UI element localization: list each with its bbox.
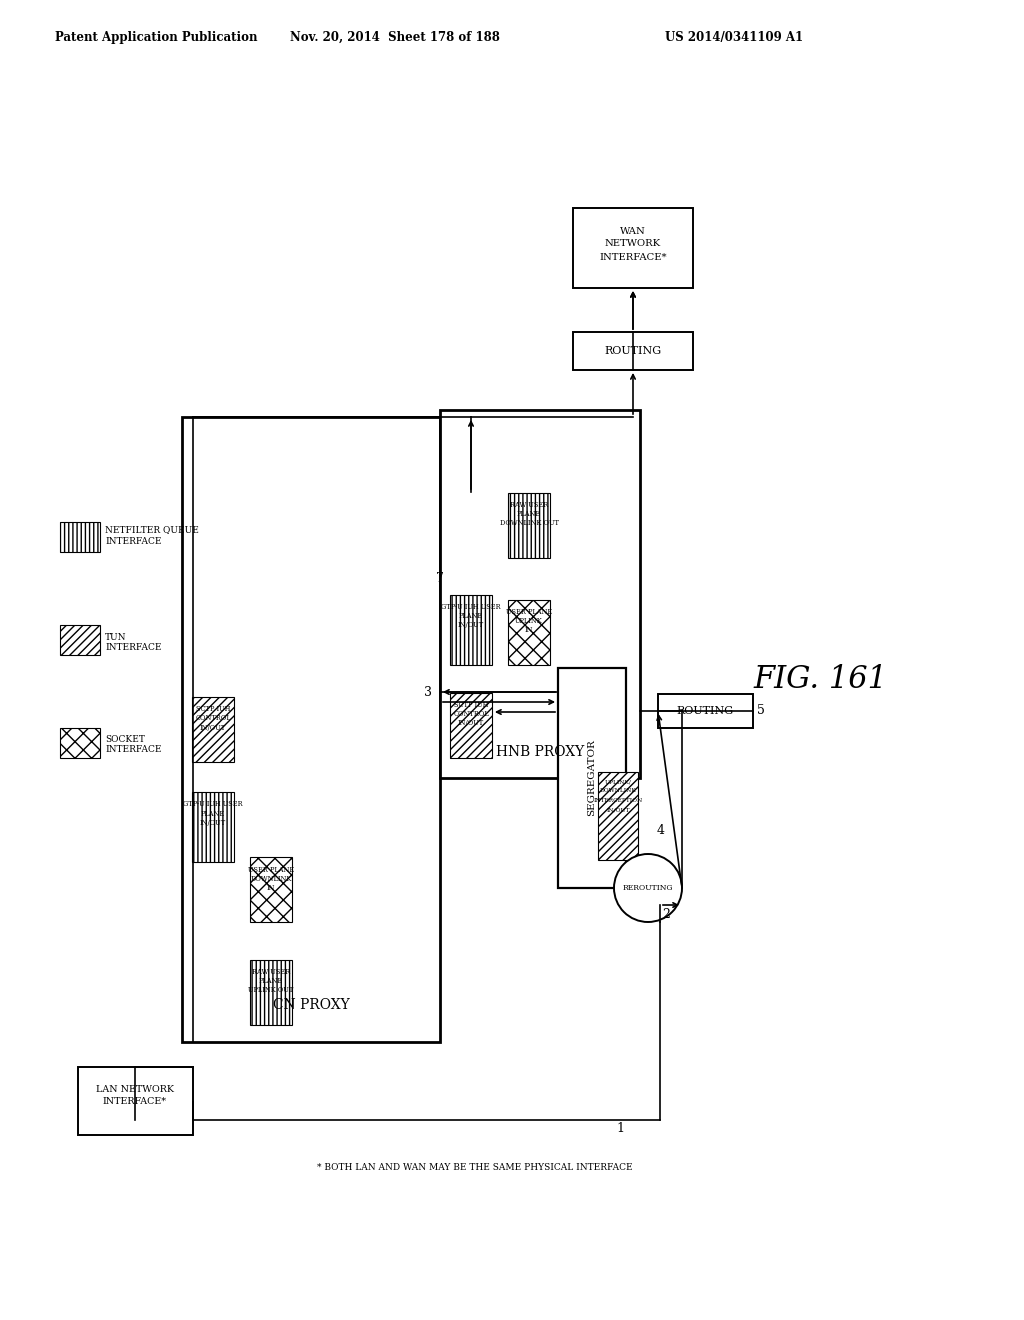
Text: IN/OUT: IN/OUT (200, 723, 226, 733)
Text: 1: 1 (616, 1122, 624, 1134)
Bar (193, 697, 234, 762)
Text: INTERCEPTION: INTERCEPTION (593, 799, 643, 804)
Text: CN PROXY: CN PROXY (272, 998, 349, 1012)
Bar (60, 624, 100, 655)
Text: DOWNLINK: DOWNLINK (250, 875, 292, 883)
Text: USER PLANE: USER PLANE (506, 609, 552, 616)
Text: NETFILTER QUEUE: NETFILTER QUEUE (105, 525, 199, 535)
Bar (440, 411, 640, 777)
Text: TUN: TUN (105, 632, 127, 642)
Text: SOCKET: SOCKET (105, 735, 144, 744)
Text: GTP-U IUH USER: GTP-U IUH USER (441, 603, 501, 611)
Text: INTERFACE: INTERFACE (105, 643, 162, 652)
Bar (450, 693, 492, 758)
Text: NETWORK: NETWORK (605, 239, 662, 248)
Bar (78, 1067, 193, 1135)
Text: INTERFACE*: INTERFACE* (599, 253, 667, 263)
Text: REROUTING: REROUTING (623, 884, 673, 892)
Text: CONTROL: CONTROL (196, 714, 230, 722)
Bar (182, 417, 440, 1041)
Text: DOWNLINK: DOWNLINK (600, 788, 636, 793)
Bar (250, 857, 292, 921)
Text: WAN: WAN (621, 227, 646, 236)
Text: 7: 7 (436, 572, 444, 585)
Text: UPLINK OUT: UPLINK OUT (248, 986, 294, 994)
Circle shape (614, 854, 682, 921)
Text: INTERFACE: INTERFACE (105, 536, 162, 545)
Bar (450, 595, 492, 665)
Text: * BOTH LAN AND WAN MAY BE THE SAME PHYSICAL INTERFACE: * BOTH LAN AND WAN MAY BE THE SAME PHYSI… (317, 1163, 633, 1172)
Bar (250, 960, 292, 1026)
Text: INTERFACE: INTERFACE (105, 746, 162, 755)
Text: INTERFACE*: INTERFACE* (103, 1097, 167, 1106)
Text: Nov. 20, 2014  Sheet 178 of 188: Nov. 20, 2014 Sheet 178 of 188 (290, 30, 500, 44)
Text: 2: 2 (662, 908, 670, 920)
Text: SEGREGATOR: SEGREGATOR (588, 739, 597, 817)
Text: UPLINK/: UPLINK/ (604, 780, 632, 784)
Bar (573, 333, 693, 370)
Text: IN/OUT: IN/OUT (200, 818, 226, 828)
Bar (193, 792, 234, 862)
Text: IN: IN (524, 626, 534, 634)
Text: GTP-U IUH USER: GTP-U IUH USER (183, 800, 243, 808)
Text: SCTP IUH: SCTP IUH (196, 705, 230, 713)
Text: ROUTING: ROUTING (677, 706, 733, 715)
Text: IN: IN (266, 884, 275, 892)
Text: 4: 4 (657, 824, 665, 837)
Text: HNB PROXY: HNB PROXY (496, 744, 584, 759)
Bar (508, 492, 550, 558)
Text: 3: 3 (424, 685, 432, 698)
Text: ROUTING: ROUTING (604, 346, 662, 356)
Text: RAW USER: RAW USER (252, 968, 290, 975)
Bar (558, 668, 626, 888)
Text: PLANE: PLANE (459, 612, 483, 620)
Text: USER PLANE: USER PLANE (248, 866, 294, 874)
Text: IN/OUT: IN/OUT (606, 808, 630, 813)
Text: CONTROL: CONTROL (454, 710, 488, 718)
Bar (598, 772, 638, 861)
Bar (60, 521, 100, 552)
Text: PLANE: PLANE (517, 510, 541, 517)
Text: SCTP IUH: SCTP IUH (454, 701, 488, 709)
Text: LAN NETWORK: LAN NETWORK (96, 1085, 174, 1093)
Bar (573, 209, 693, 288)
Text: PLANE: PLANE (201, 810, 225, 818)
Text: Patent Application Publication: Patent Application Publication (55, 30, 257, 44)
Bar (508, 601, 550, 665)
Text: US 2014/0341109 A1: US 2014/0341109 A1 (665, 30, 803, 44)
Text: IN/OUT: IN/OUT (458, 719, 484, 727)
Text: IN/OUT: IN/OUT (458, 620, 484, 630)
Text: RAW USER: RAW USER (510, 502, 548, 510)
Bar (658, 694, 753, 729)
Bar (60, 729, 100, 758)
Text: 5: 5 (757, 705, 765, 718)
Text: FIG. 161: FIG. 161 (753, 664, 887, 696)
Text: UPLINK: UPLINK (515, 616, 543, 624)
Text: DOWNLINK OUT: DOWNLINK OUT (500, 519, 558, 527)
Text: PLANE: PLANE (259, 977, 283, 985)
